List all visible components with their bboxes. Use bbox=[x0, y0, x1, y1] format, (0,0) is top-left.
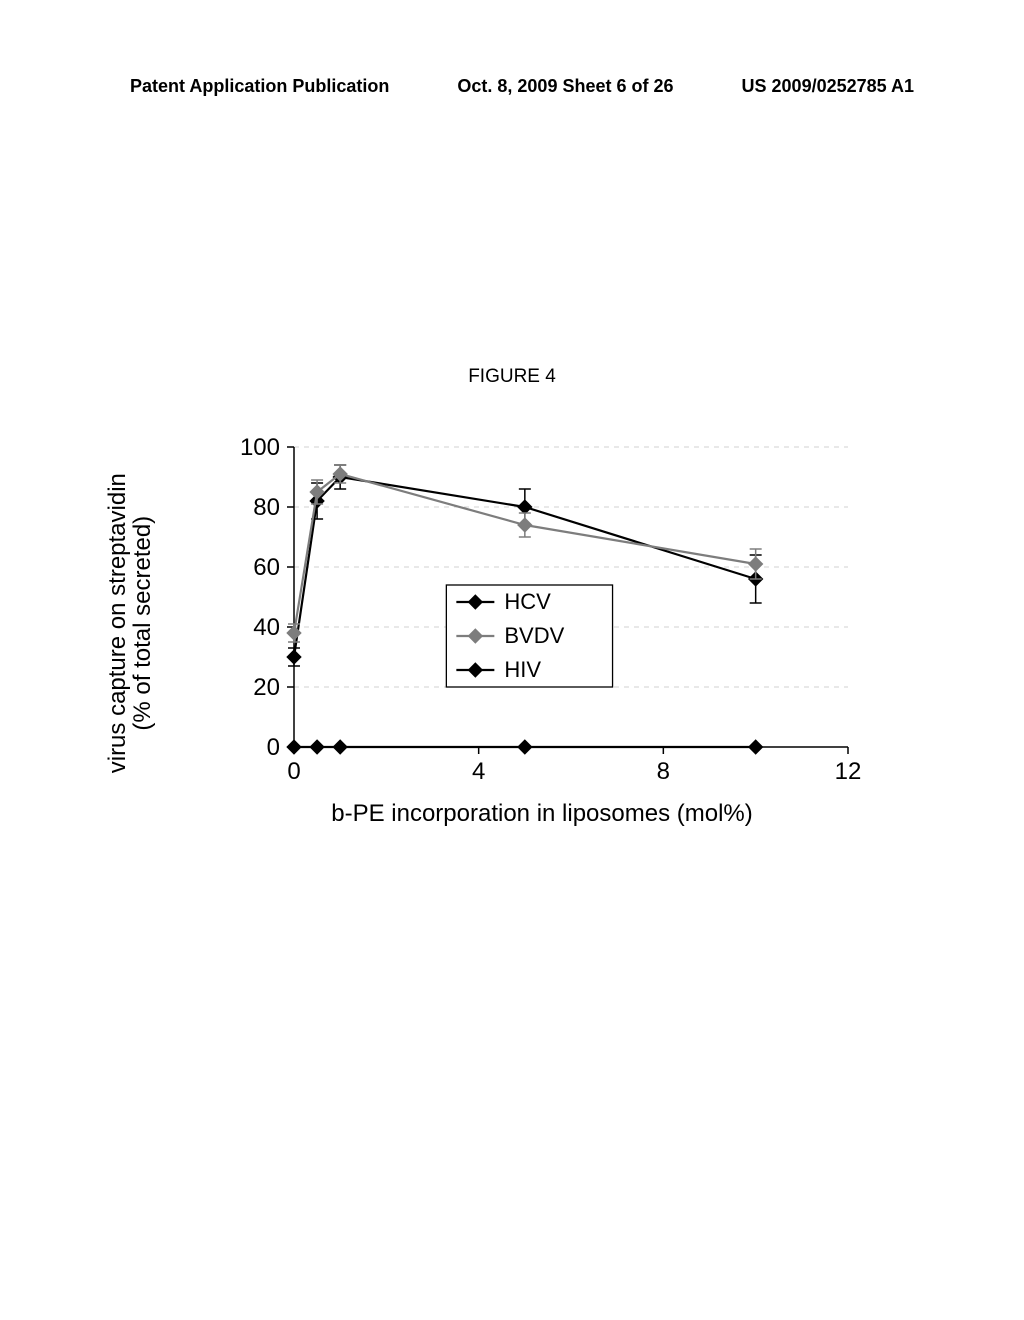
patent-page: { "header": { "left": "Patent Applicatio… bbox=[0, 0, 1024, 1320]
data-marker bbox=[749, 740, 763, 754]
data-marker bbox=[287, 740, 301, 754]
y-tick-label: 20 bbox=[253, 674, 280, 701]
x-axis-label: b-PE incorporation in liposomes (mol%) bbox=[222, 800, 862, 828]
y-tick-label: 0 bbox=[267, 734, 280, 761]
data-marker bbox=[287, 650, 301, 664]
y-tick-label: 100 bbox=[240, 437, 280, 461]
legend-label: HCV bbox=[504, 589, 551, 614]
y-tick-label: 60 bbox=[253, 554, 280, 581]
x-tick-label: 4 bbox=[472, 758, 485, 785]
y-axis-label-line2: (% of total secreted) bbox=[129, 516, 156, 731]
chart-svg: 0 4 8 12 0 20 40 60 80 100 HCV BVDV HIV bbox=[222, 437, 862, 797]
chart-container: virus capture on streptavidin (% of tota… bbox=[112, 425, 878, 845]
legend-label: HIV bbox=[504, 657, 541, 682]
header-left: Patent Application Publication bbox=[130, 76, 389, 97]
x-tick-label: 8 bbox=[657, 758, 670, 785]
page-header: Patent Application Publication Oct. 8, 2… bbox=[0, 76, 1024, 97]
header-right: US 2009/0252785 A1 bbox=[742, 76, 914, 97]
header-center: Oct. 8, 2009 Sheet 6 of 26 bbox=[457, 76, 673, 97]
y-tick-label: 40 bbox=[253, 614, 280, 641]
legend-label: BVDV bbox=[504, 623, 564, 648]
x-tick-label: 0 bbox=[287, 758, 300, 785]
y-axis-label-line1: virus capture on streptavidin bbox=[104, 473, 131, 773]
data-marker bbox=[310, 740, 324, 754]
data-marker bbox=[518, 518, 532, 532]
x-tick-label: 12 bbox=[835, 758, 862, 785]
figure-title: FIGURE 4 bbox=[0, 366, 1024, 388]
data-marker bbox=[749, 557, 763, 571]
y-axis-label: virus capture on streptavidin (% of tota… bbox=[112, 473, 148, 773]
y-tick-label: 80 bbox=[253, 494, 280, 521]
data-marker bbox=[333, 740, 347, 754]
data-marker bbox=[518, 740, 532, 754]
data-marker bbox=[518, 500, 532, 514]
